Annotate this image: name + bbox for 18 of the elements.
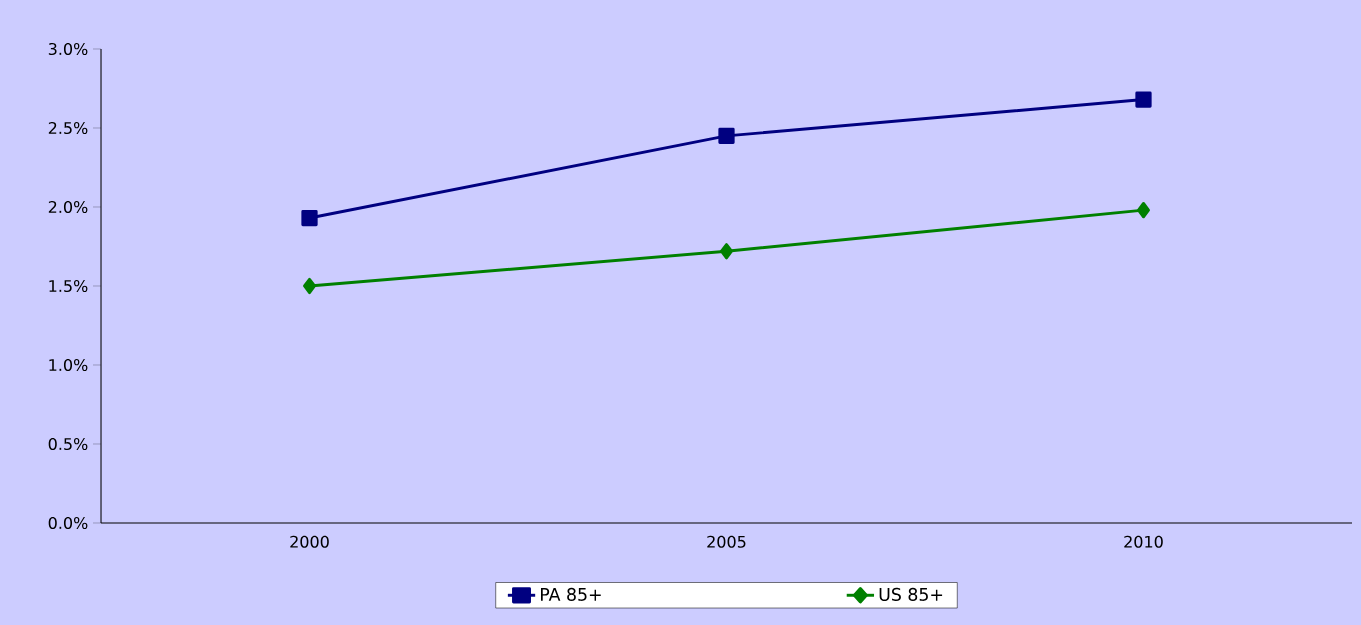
point	[303, 277, 316, 295]
point	[720, 243, 733, 260]
point	[718, 127, 735, 145]
y-tick-label: 1.0%	[49, 358, 88, 372]
x-tick-label: 2000	[290, 535, 329, 548]
y-tick-label: 2.5%	[48, 121, 88, 135]
point	[1135, 91, 1152, 108]
x-tick-label: 2010	[1124, 535, 1163, 548]
legend-label: US 85+	[879, 587, 943, 601]
legend-label: PA 85+	[541, 587, 601, 601]
y-tick-label: 1.5%	[49, 279, 88, 293]
y-tick-label: 0.0%	[48, 516, 88, 530]
y-tick-label: 3.0%	[48, 42, 88, 56]
y-tick-label: 0.5%	[48, 437, 88, 451]
y-tick-label: 2.0%	[48, 200, 88, 214]
x-tick-label: 2005	[707, 535, 746, 548]
point	[301, 209, 318, 227]
point	[1137, 202, 1150, 219]
